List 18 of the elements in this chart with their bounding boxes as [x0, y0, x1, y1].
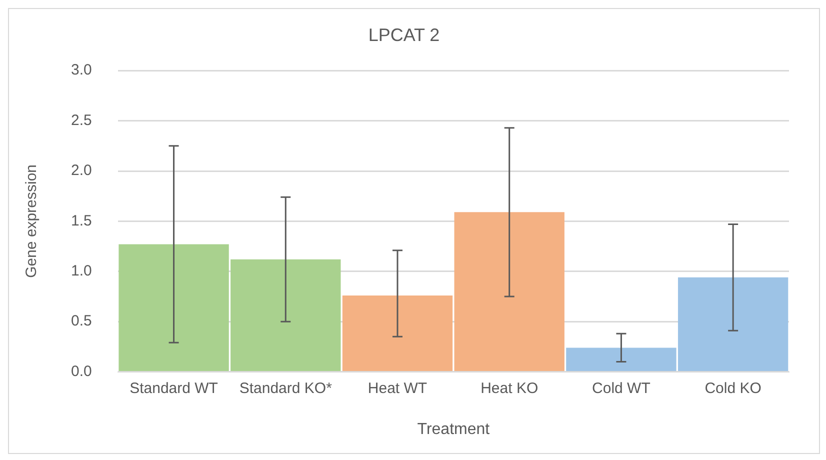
y-tick-label: 2.0 [70, 162, 92, 180]
bar [454, 212, 564, 372]
x-tick-label: Standard WT [130, 380, 218, 397]
y-axis-title: Gene expression [23, 164, 40, 278]
x-tick-label: Heat KO [480, 380, 538, 397]
y-tick-label: 3.0 [70, 62, 92, 79]
y-tick-label: 1.0 [70, 262, 92, 280]
y-tick-label: 1.5 [70, 212, 92, 230]
bar [342, 295, 453, 372]
chart-title: LPCAT 2 [368, 24, 440, 45]
y-tick-label: 0.5 [70, 312, 92, 330]
x-tick-label: Standard KO* [239, 380, 332, 397]
y-tick-label: 2.5 [70, 112, 92, 129]
y-tick-label: 0.0 [70, 362, 92, 380]
x-axis-title: Treatment [417, 420, 490, 438]
x-tick-label: Heat WT [368, 380, 428, 397]
x-tick-label: Cold KO [704, 380, 762, 397]
x-tick-label: Cold WT [592, 380, 650, 397]
